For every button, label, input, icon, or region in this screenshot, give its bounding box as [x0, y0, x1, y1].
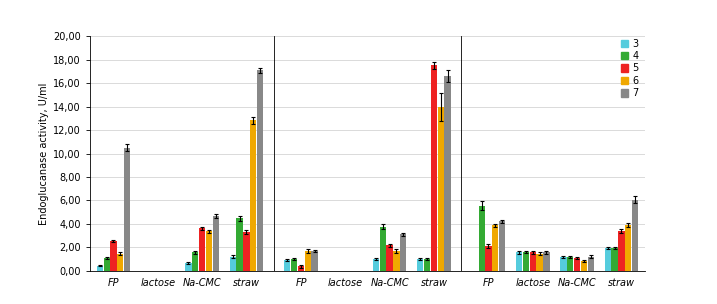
Bar — [492, 226, 498, 271]
Bar — [437, 107, 444, 271]
Bar — [424, 259, 430, 271]
Bar — [485, 246, 492, 271]
Bar — [632, 200, 638, 271]
Y-axis label: Endoglucanase activity, U/ml: Endoglucanase activity, U/ml — [39, 82, 49, 225]
Bar — [618, 231, 625, 271]
Bar — [213, 216, 219, 271]
Legend: 3, 4, 5, 6, 7: 3, 4, 5, 6, 7 — [619, 37, 640, 100]
Bar — [192, 252, 199, 271]
Bar — [237, 219, 243, 271]
Bar — [516, 252, 522, 271]
Bar — [612, 248, 618, 271]
Bar — [97, 266, 103, 271]
Bar — [588, 257, 594, 271]
Bar — [574, 258, 580, 271]
Bar — [431, 65, 437, 271]
Bar — [291, 259, 298, 271]
Bar — [499, 221, 505, 271]
Bar — [206, 231, 212, 271]
Bar — [386, 245, 393, 271]
Bar — [243, 232, 250, 271]
Bar — [311, 251, 318, 271]
Bar — [561, 257, 566, 271]
Bar — [478, 206, 485, 271]
Bar — [229, 257, 236, 271]
Bar — [257, 71, 263, 271]
Bar — [625, 225, 632, 271]
Bar — [567, 257, 574, 271]
Bar — [417, 259, 424, 271]
Bar — [186, 263, 191, 271]
Bar — [199, 228, 205, 271]
Bar — [284, 260, 290, 271]
Bar — [305, 251, 311, 271]
Bar — [298, 267, 304, 271]
Bar — [400, 234, 407, 271]
Bar — [380, 227, 386, 271]
Bar — [530, 252, 536, 271]
Bar — [394, 251, 399, 271]
Bar — [536, 254, 543, 271]
Bar — [124, 148, 130, 271]
Bar — [117, 254, 123, 271]
Bar — [110, 241, 117, 271]
Bar — [445, 76, 451, 271]
Bar — [373, 259, 379, 271]
Bar — [604, 248, 611, 271]
Bar — [250, 120, 257, 271]
Bar — [523, 252, 529, 271]
Bar — [543, 252, 549, 271]
Bar — [581, 261, 587, 271]
Bar — [103, 258, 110, 271]
